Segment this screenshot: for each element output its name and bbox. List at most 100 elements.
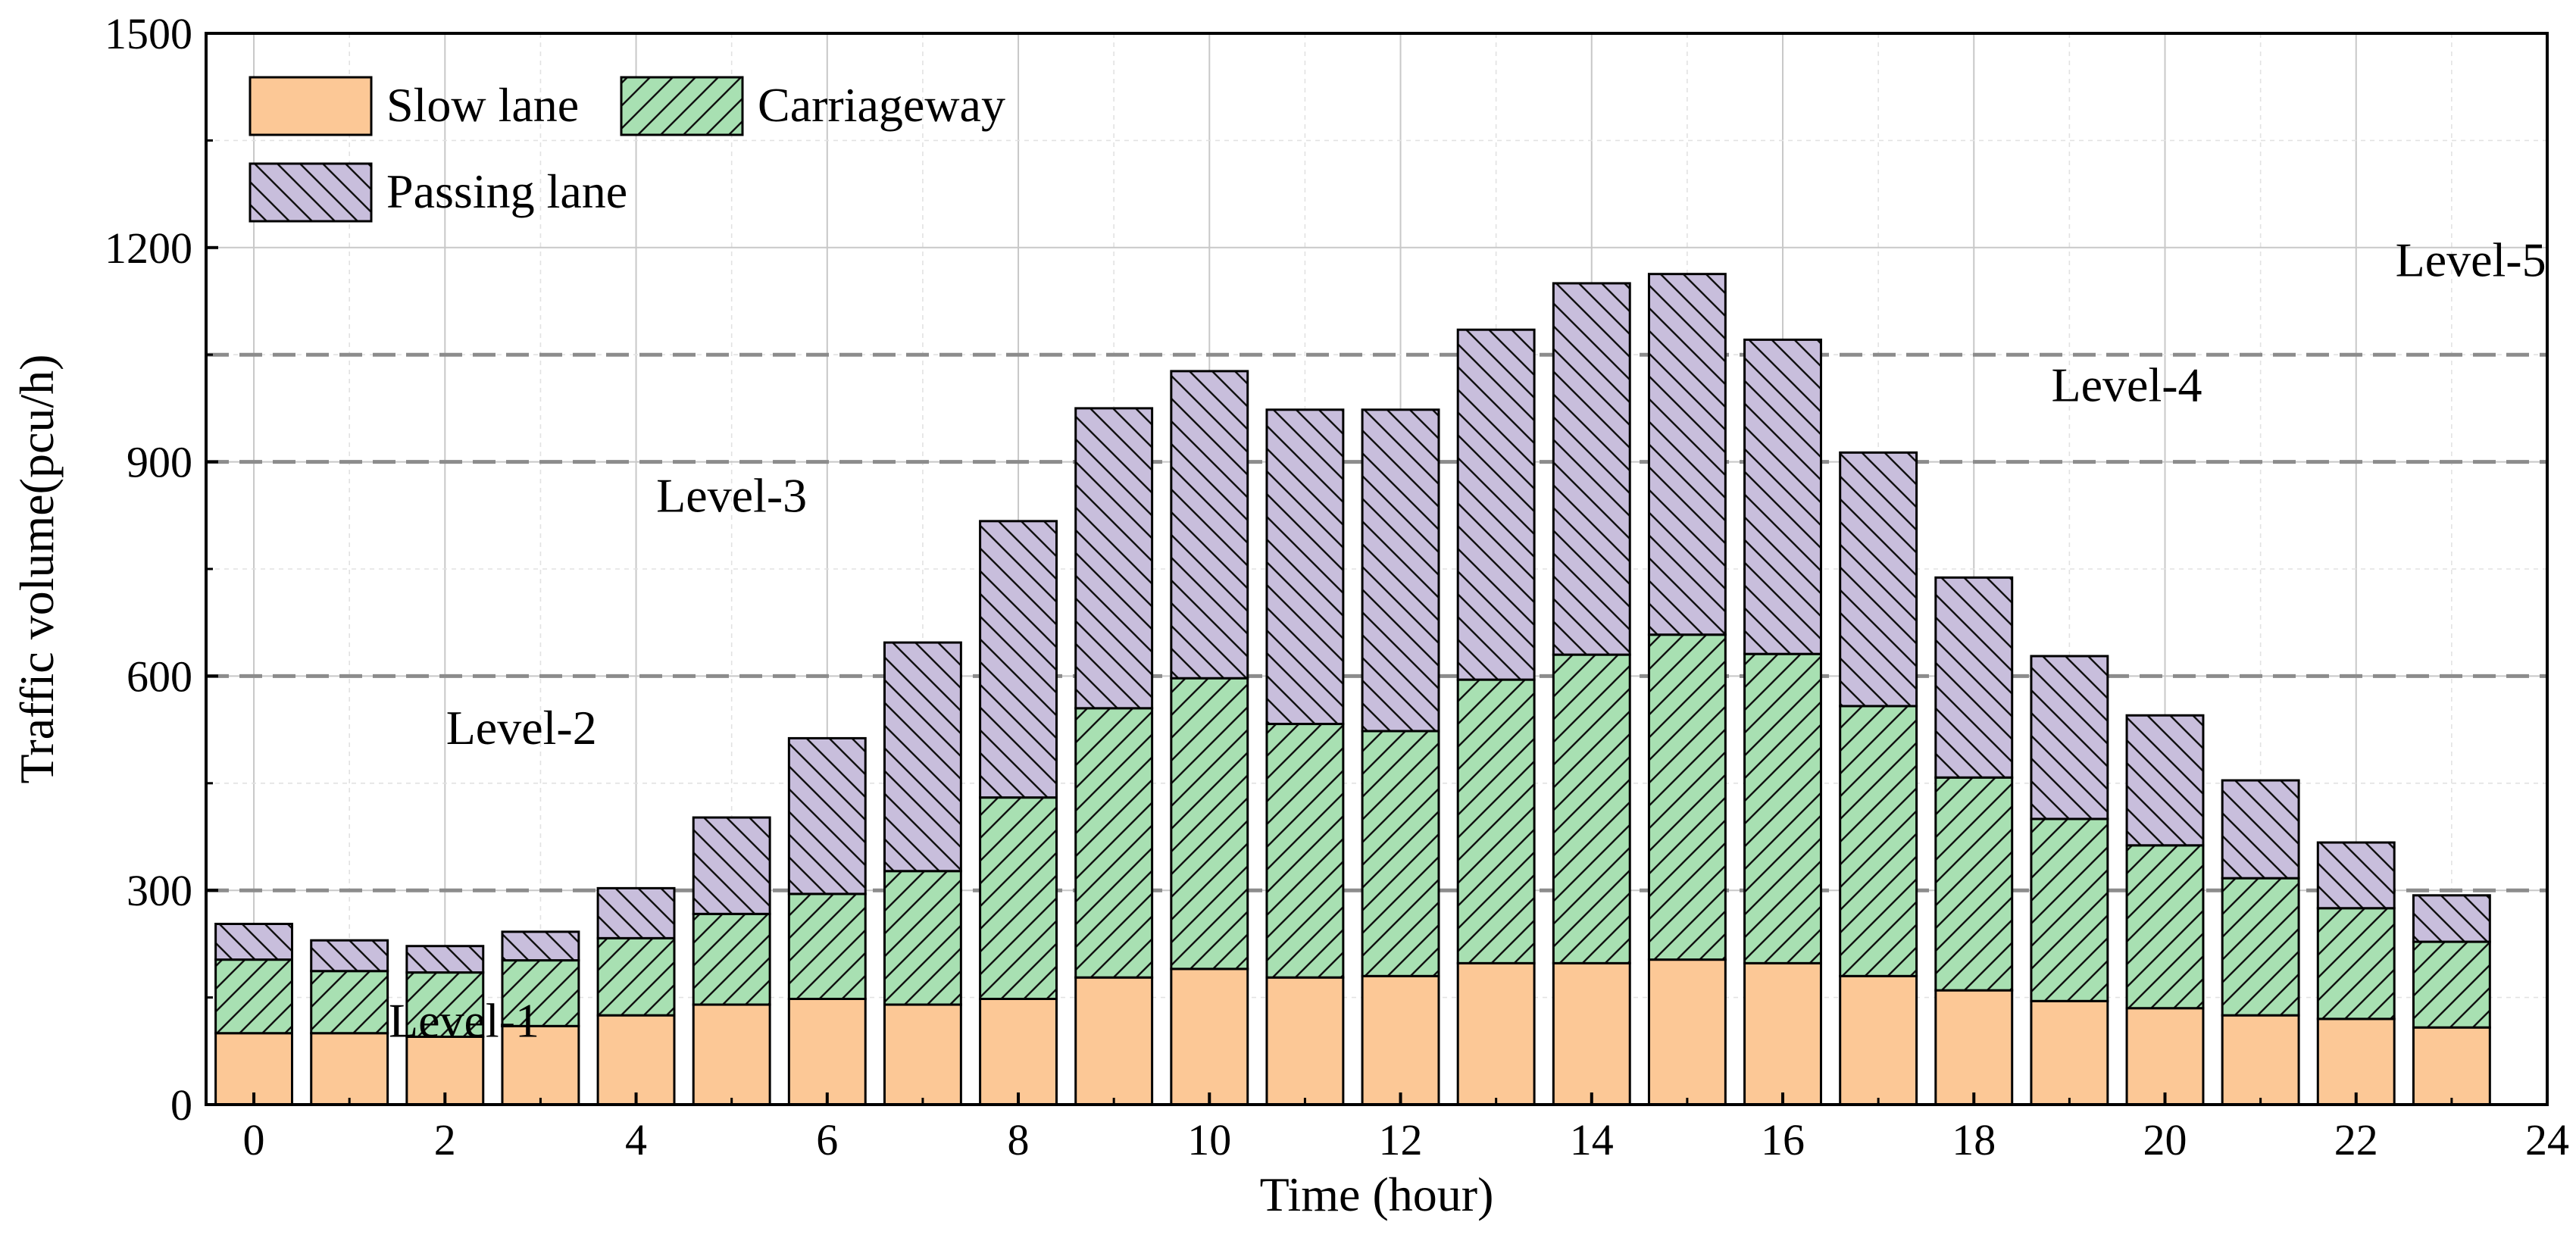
bar-passing-lane	[1839, 451, 1918, 708]
y-tick-label: 1200	[105, 223, 192, 273]
bar-passing-lane	[1647, 273, 1727, 636]
x-tick-label: 8	[1008, 1115, 1030, 1164]
bar-passing-lane	[1552, 282, 1631, 656]
level-label: Level-5	[2396, 233, 2546, 287]
bar-carriageway	[1934, 776, 2014, 992]
bar-carriageway	[2412, 940, 2491, 1029]
bar-slow-lane	[1552, 961, 1631, 1106]
y-tick-label: 600	[127, 652, 192, 701]
bar-carriageway	[310, 970, 389, 1035]
bar-slow-lane	[2030, 999, 2109, 1106]
bar-passing-lane	[2030, 655, 2109, 820]
x-tick-label: 16	[1761, 1115, 1805, 1164]
bar-carriageway	[1074, 707, 1154, 979]
level-label: Level-3	[656, 469, 807, 523]
bar-passing-lane	[501, 930, 580, 962]
x-tick-label: 24	[2525, 1115, 2569, 1164]
bar-slow-lane	[1647, 958, 1727, 1106]
x-tick-label: 12	[1379, 1115, 1423, 1164]
bar-passing-lane	[1456, 328, 1536, 681]
bar-slow-lane	[2221, 1014, 2300, 1106]
bar-passing-lane	[310, 939, 389, 973]
y-tick-label: 300	[127, 866, 192, 915]
bar-slow-lane	[883, 1003, 962, 1106]
bar-passing-lane	[2125, 714, 2205, 847]
legend-label-carriageway: Carriageway	[758, 78, 1005, 132]
bar-carriageway	[1839, 705, 1918, 977]
bar-slow-lane	[1839, 974, 1918, 1106]
bar-passing-lane	[692, 816, 771, 915]
bar-carriageway	[979, 796, 1058, 1000]
bar-passing-lane	[1170, 370, 1249, 680]
bars	[214, 273, 2491, 1106]
bar-slow-lane	[1743, 961, 1822, 1106]
legend: Slow lane Carriageway Passing lane	[249, 76, 1005, 223]
legend-swatch-passing-lane	[249, 162, 373, 223]
bar-passing-lane	[883, 641, 962, 873]
legend-swatch-slow-lane	[249, 76, 373, 136]
bar-slow-lane	[1934, 989, 2014, 1106]
bar-carriageway	[596, 936, 676, 1017]
bar-passing-lane	[2221, 779, 2300, 880]
bar-carriageway	[1361, 730, 1440, 977]
y-tick-label: 0	[170, 1080, 192, 1130]
x-tick-label: 10	[1187, 1115, 1231, 1164]
bar-passing-lane	[1074, 407, 1154, 710]
legend-label-passing-lane: Passing lane	[386, 164, 627, 218]
bar-passing-lane	[405, 945, 485, 974]
bar-passing-lane	[214, 923, 294, 961]
bar-slow-lane	[979, 997, 1058, 1106]
bar-passing-lane	[787, 736, 867, 895]
x-axis-title: Time (hour)	[1260, 1167, 1494, 1221]
bar-slow-lane	[1170, 967, 1249, 1106]
bar-carriageway	[501, 959, 580, 1027]
bar-passing-lane	[2412, 894, 2491, 943]
bar-slow-lane	[1456, 961, 1536, 1106]
bar-slow-lane	[1074, 976, 1154, 1106]
bar-carriageway	[2316, 907, 2396, 1021]
bar-carriageway	[1456, 678, 1536, 964]
x-tick-label: 22	[2334, 1115, 2378, 1164]
level-label: Level-2	[446, 701, 597, 755]
bar-slow-lane	[2316, 1017, 2396, 1106]
bar-carriageway	[1647, 633, 1727, 961]
bar-carriageway	[1552, 653, 1631, 964]
bar-carriageway	[1265, 723, 1345, 979]
bar-carriageway	[1743, 652, 1822, 964]
x-tick-label: 4	[625, 1115, 647, 1164]
bar-carriageway	[883, 870, 962, 1006]
x-tick-label: 14	[1570, 1115, 1614, 1164]
legend-label-slow-lane: Slow lane	[386, 78, 579, 132]
bar-carriageway	[2125, 844, 2205, 1010]
level-labels: Level-1 Level-2 Level-3 Level-4 Level-5	[389, 233, 2546, 1048]
bar-carriageway	[1170, 677, 1249, 971]
bar-carriageway	[2030, 817, 2109, 1002]
bar-slow-lane	[501, 1024, 580, 1106]
bar-slow-lane	[1361, 974, 1440, 1106]
y-axis-title: Traffic volume(pcu/h)	[10, 355, 64, 784]
bar-passing-lane	[1361, 408, 1440, 733]
x-tick-label: 0	[243, 1115, 265, 1164]
bar-passing-lane	[1743, 338, 1822, 655]
bar-carriageway	[214, 958, 294, 1035]
bar-carriageway	[405, 971, 485, 1038]
bar-slow-lane	[787, 997, 867, 1106]
bar-carriageway	[2221, 877, 2300, 1017]
x-tick-label: 6	[816, 1115, 838, 1164]
bar-passing-lane	[1265, 408, 1345, 726]
bar-slow-lane	[692, 1003, 771, 1106]
bar-carriageway	[692, 912, 771, 1006]
y-tick-label: 1500	[105, 9, 192, 58]
x-tick-label: 2	[434, 1115, 456, 1164]
bar-passing-lane	[979, 520, 1058, 799]
y-tick-label: 900	[127, 438, 192, 487]
bar-slow-lane	[2412, 1026, 2491, 1106]
bar-passing-lane	[596, 886, 676, 939]
bar-slow-lane	[1265, 976, 1345, 1106]
level-label: Level-1	[389, 993, 539, 1047]
bar-passing-lane	[1934, 576, 2014, 779]
x-tick-label: 18	[1952, 1115, 1996, 1164]
bar-carriageway	[787, 892, 867, 1000]
